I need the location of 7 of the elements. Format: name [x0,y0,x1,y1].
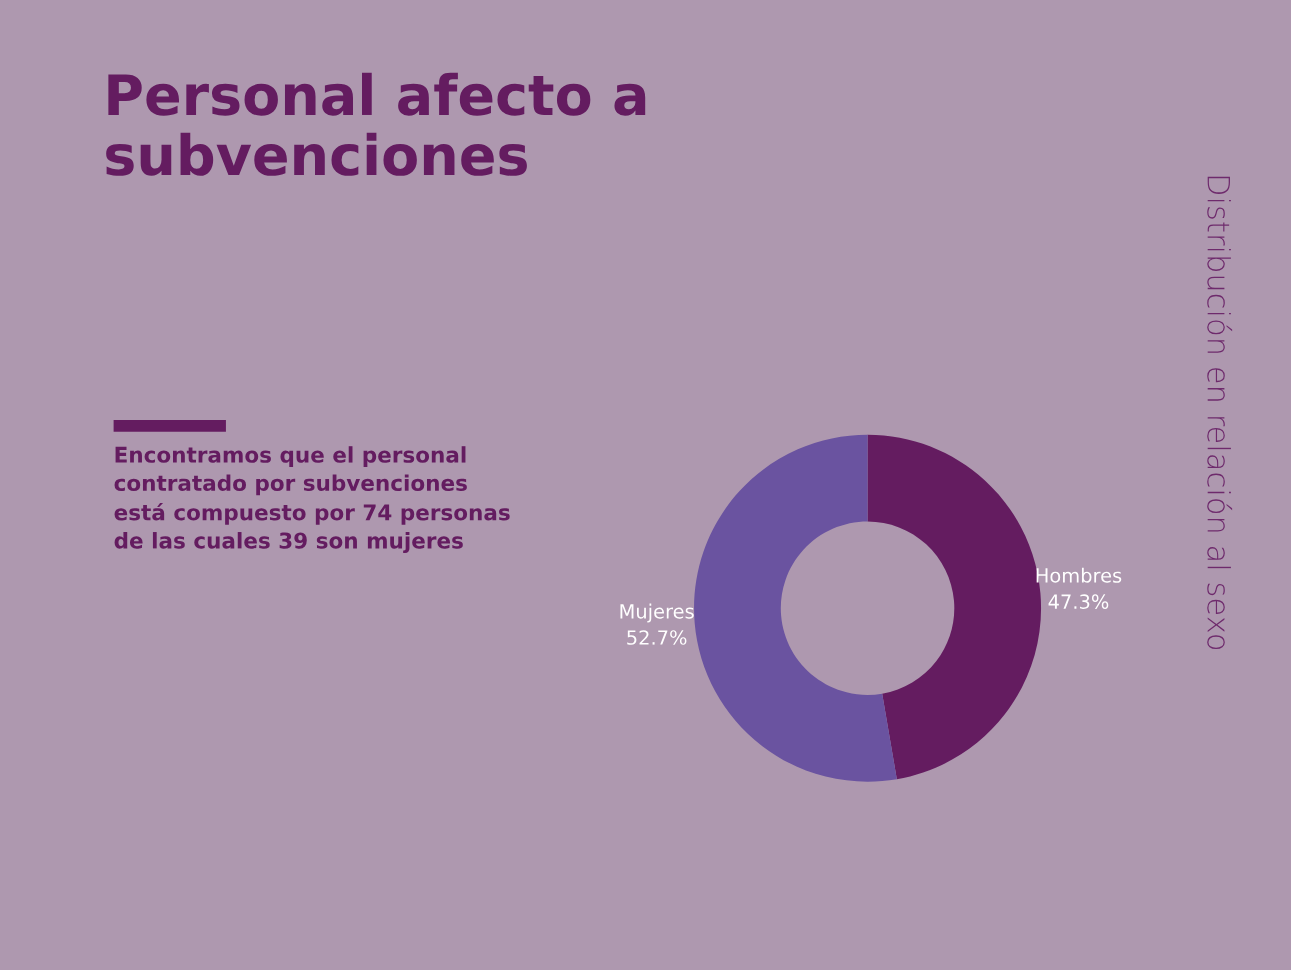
data-label: 47.3% [1048,594,1109,609]
donut-slice [694,434,897,782]
chart-title: Personal afecto a subvenciones [106,72,646,176]
data-label: 52.7% [627,630,687,645]
slice-label: Mujeres [620,603,694,623]
text: Distribución en relación al sexo [1207,176,1233,650]
text: Encontramos que el personal contratado por subvenciones está compuesto por 74 personas de las cuales 39 son mujeres [114,446,510,554]
